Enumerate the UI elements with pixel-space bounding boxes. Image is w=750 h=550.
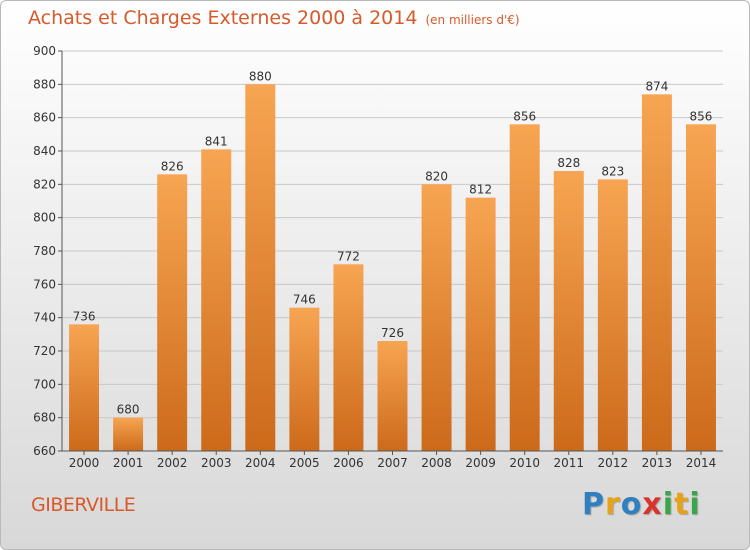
chart-title-text: Achats et Charges Externes 2000 à 2014 bbox=[28, 7, 418, 29]
x-tick-label: 2011 bbox=[553, 456, 584, 470]
bar bbox=[465, 197, 496, 451]
bar-value-label: 841 bbox=[205, 134, 228, 148]
proxiti-logo: Proxiti bbox=[582, 487, 701, 522]
logo-letter: P bbox=[582, 487, 605, 522]
bar bbox=[421, 184, 452, 452]
y-tick-label: 860 bbox=[33, 111, 56, 125]
y-tick-label: 740 bbox=[33, 311, 56, 325]
y-tick-label: 780 bbox=[33, 244, 56, 258]
x-tick-label: 2001 bbox=[113, 456, 144, 470]
x-tick-label: 2010 bbox=[509, 456, 540, 470]
bar bbox=[245, 84, 276, 451]
bar-value-label: 880 bbox=[249, 69, 272, 83]
bar-value-label: 856 bbox=[513, 109, 536, 123]
bar-value-label: 726 bbox=[381, 326, 404, 340]
x-tick-label: 2014 bbox=[686, 456, 717, 470]
logo-letter: i bbox=[689, 487, 701, 522]
bar-value-label: 746 bbox=[293, 293, 316, 307]
y-tick-label: 880 bbox=[33, 77, 56, 91]
y-tick-label: 760 bbox=[33, 277, 56, 291]
bar-value-label: 680 bbox=[117, 403, 140, 417]
chart-title: Achats et Charges Externes 2000 à 2014 (e… bbox=[28, 7, 520, 29]
y-tick-label: 820 bbox=[33, 177, 56, 191]
bars bbox=[69, 84, 716, 452]
x-tick-label: 2007 bbox=[377, 456, 408, 470]
chart-unit: (en milliers d'€) bbox=[425, 13, 520, 27]
data-labels: 736 680 826 841 880 746 772 726 820 812 856 828 823 8… bbox=[73, 69, 713, 416]
bar-value-label: 856 bbox=[690, 109, 713, 123]
y-tick-label: 700 bbox=[33, 377, 56, 391]
bar-value-label: 823 bbox=[601, 164, 624, 178]
logo-letter: t bbox=[674, 487, 690, 522]
x-tick-label: 2005 bbox=[289, 456, 320, 470]
bar-value-label: 812 bbox=[469, 183, 492, 197]
logo-letter: i bbox=[662, 487, 675, 522]
y-tick-label: 800 bbox=[33, 211, 56, 225]
x-tick-label: 2004 bbox=[245, 456, 276, 470]
x-tick-label: 2002 bbox=[157, 456, 188, 470]
bar-value-label: 828 bbox=[557, 156, 580, 170]
logo-letter: r bbox=[605, 487, 621, 522]
x-tick-label: 2013 bbox=[642, 456, 673, 470]
x-tick-label: 2006 bbox=[333, 456, 364, 470]
bar bbox=[333, 264, 364, 451]
bar bbox=[685, 124, 716, 451]
logo-letter: o bbox=[620, 487, 643, 522]
logo-letter: x bbox=[642, 487, 663, 522]
bar bbox=[553, 171, 584, 451]
bar-value-label: 772 bbox=[337, 249, 360, 263]
bar bbox=[597, 179, 628, 452]
bar-value-label: 874 bbox=[645, 79, 668, 93]
x-tick-label: 2003 bbox=[201, 456, 232, 470]
y-tick-label: 720 bbox=[33, 344, 56, 358]
bar bbox=[69, 324, 100, 451]
x-tick-label: 2009 bbox=[465, 456, 496, 470]
bar-value-label: 826 bbox=[161, 159, 184, 173]
y-tick-label: 900 bbox=[33, 44, 56, 58]
x-tick-label: 2012 bbox=[598, 456, 629, 470]
x-tick-label: 2008 bbox=[421, 456, 452, 470]
bar bbox=[377, 341, 408, 451]
bar bbox=[509, 124, 540, 451]
bar bbox=[113, 417, 144, 451]
bar-value-label: 736 bbox=[73, 309, 96, 323]
bar bbox=[289, 307, 320, 451]
town-name: GIBERVILLE bbox=[31, 494, 136, 516]
y-tick-label: 680 bbox=[33, 411, 56, 425]
bar bbox=[641, 94, 672, 451]
x-tick-label: 2000 bbox=[69, 456, 100, 470]
bar bbox=[201, 149, 232, 452]
bar-value-label: 820 bbox=[425, 169, 448, 183]
axes: 660 680 700 720 740 760 780 800 820 840 860 880 900 2… bbox=[33, 44, 723, 470]
y-tick-label: 660 bbox=[33, 444, 56, 458]
bar bbox=[157, 174, 188, 452]
y-tick-label: 840 bbox=[33, 144, 56, 158]
